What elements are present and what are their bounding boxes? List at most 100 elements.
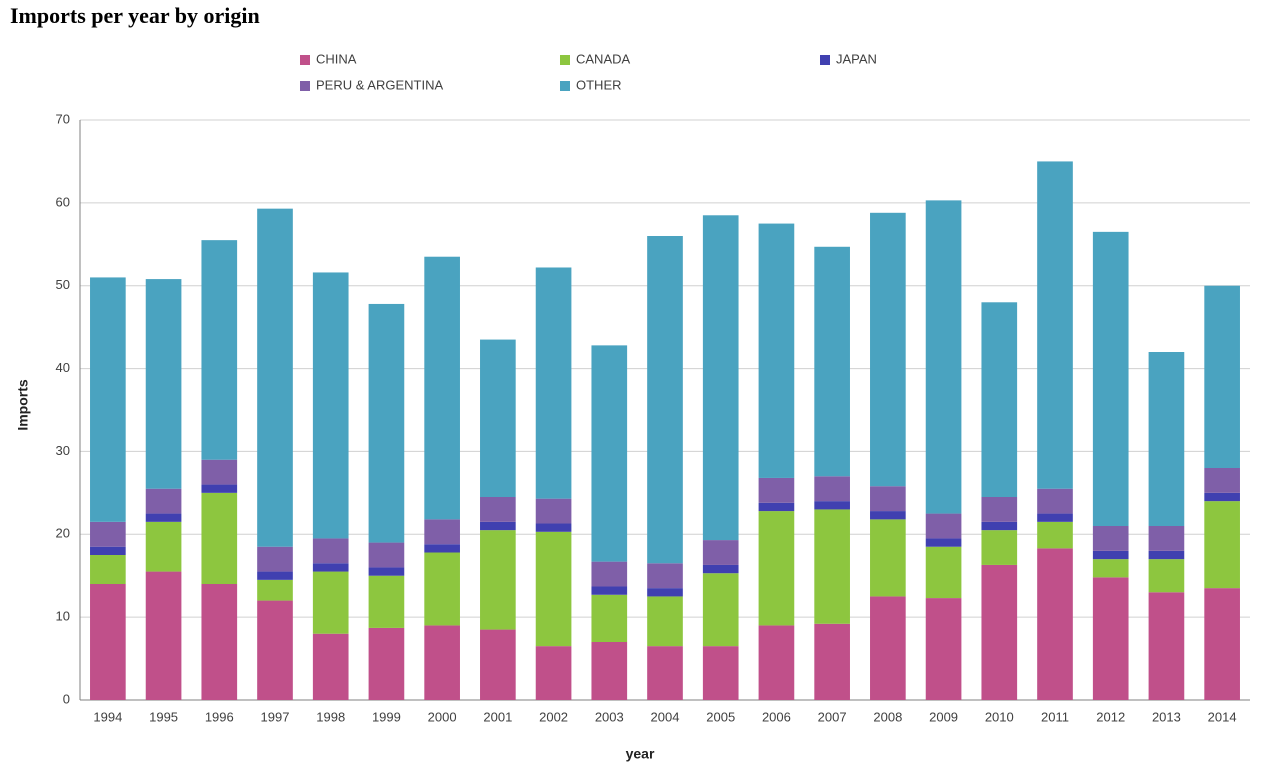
- bar-segment: [535, 523, 572, 532]
- bar-segment: [981, 564, 1018, 700]
- x-tick-label: 2009: [929, 709, 958, 724]
- bar-segment: [424, 544, 460, 553]
- y-tick-label: 60: [56, 194, 70, 209]
- bar-segment: [925, 200, 962, 514]
- bar-segment: [90, 521, 126, 547]
- bar-segment: [1037, 548, 1073, 700]
- bar-segment: [1204, 285, 1240, 468]
- bar-segment: [870, 486, 906, 512]
- y-tick-label: 0: [63, 691, 70, 706]
- bar-segment: [480, 339, 516, 497]
- bar-segment: [1092, 577, 1129, 700]
- bar-segment: [758, 625, 795, 700]
- bar-segment: [312, 563, 349, 572]
- bar-segment: [1204, 492, 1240, 502]
- bar-segment: [1148, 352, 1185, 526]
- bar-segment: [257, 208, 293, 547]
- bar-segment: [702, 646, 739, 700]
- bar-segment: [257, 579, 293, 601]
- x-tick-label: 1999: [372, 709, 401, 724]
- legend-swatch: [560, 55, 570, 65]
- bar-segment: [90, 555, 126, 584]
- bar-segment: [591, 345, 628, 562]
- bar-segment: [758, 477, 795, 503]
- bar-segment: [424, 625, 460, 700]
- bar-segment: [647, 596, 683, 647]
- bar-segment: [535, 498, 572, 524]
- x-axis-title: year: [626, 746, 655, 762]
- bar-segment: [535, 531, 572, 647]
- bar-segment: [90, 277, 126, 522]
- bar-segment: [702, 540, 739, 565]
- bar-segment: [870, 596, 906, 700]
- bar-segment: [870, 212, 906, 487]
- bar-segment: [201, 584, 238, 700]
- bar-segment: [90, 546, 126, 555]
- bar-segment: [145, 521, 182, 572]
- x-tick-label: 2004: [651, 709, 680, 724]
- bar-segment: [1037, 521, 1073, 549]
- x-tick-label: 2012: [1096, 709, 1125, 724]
- bar-segment: [480, 629, 516, 700]
- bar-segment: [368, 575, 405, 628]
- bar-segment: [981, 521, 1018, 531]
- bar-segment: [1037, 488, 1073, 514]
- bar-segment: [814, 501, 850, 510]
- y-tick-label: 40: [56, 360, 70, 375]
- x-tick-label: 1997: [261, 709, 290, 724]
- bar-segment: [480, 530, 516, 630]
- bar-segment: [535, 267, 572, 499]
- bar-segment: [591, 586, 628, 595]
- y-axis-title: Imports: [15, 379, 31, 431]
- y-tick-label: 50: [56, 277, 70, 292]
- x-tick-label: 2006: [762, 709, 791, 724]
- x-tick-label: 1995: [149, 709, 178, 724]
- bar-segment: [981, 302, 1018, 497]
- x-tick-label: 1998: [316, 709, 345, 724]
- bar-segment: [368, 627, 405, 700]
- bar-segment: [1148, 559, 1185, 593]
- bar-segment: [1148, 550, 1185, 560]
- bar-segment: [1037, 513, 1073, 522]
- bar-segment: [702, 573, 739, 647]
- bar-segment: [814, 623, 850, 700]
- bar-segment: [201, 492, 238, 584]
- bar-segment: [870, 519, 906, 597]
- bar-segment: [368, 542, 405, 568]
- bar-segment: [647, 563, 683, 589]
- bar-segment: [814, 476, 850, 502]
- x-tick-label: 2002: [539, 709, 568, 724]
- bar-segment: [312, 272, 349, 539]
- bar-segment: [368, 567, 405, 576]
- bar-segment: [257, 571, 293, 580]
- bar-segment: [758, 223, 795, 478]
- legend-label: CANADA: [576, 51, 631, 66]
- legend-swatch: [820, 55, 830, 65]
- bar-segment: [702, 215, 739, 541]
- bar-segment: [424, 519, 460, 545]
- y-tick-label: 70: [56, 111, 70, 126]
- bar-segment: [591, 642, 628, 700]
- bar-segment: [925, 538, 962, 547]
- bar-segment: [702, 564, 739, 574]
- bar-segment: [424, 256, 460, 520]
- legend-swatch: [560, 81, 570, 91]
- bar-segment: [201, 240, 238, 460]
- bar-segment: [591, 594, 628, 642]
- bar-segment: [647, 646, 683, 700]
- bar-segment: [424, 552, 460, 626]
- x-tick-label: 1994: [93, 709, 122, 724]
- bar-segment: [981, 530, 1018, 565]
- legend-label: JAPAN: [836, 51, 877, 66]
- legend-label: CHINA: [316, 51, 357, 66]
- legend-label: PERU & ARGENTINA: [316, 77, 443, 92]
- bar-segment: [925, 546, 962, 599]
- bar-segment: [1204, 588, 1240, 700]
- bar-segment: [981, 497, 1018, 522]
- bar-segment: [814, 509, 850, 624]
- bar-segment: [312, 538, 349, 564]
- bar-segment: [1148, 526, 1185, 551]
- bar-segment: [1204, 501, 1240, 589]
- bar-segment: [1092, 231, 1129, 526]
